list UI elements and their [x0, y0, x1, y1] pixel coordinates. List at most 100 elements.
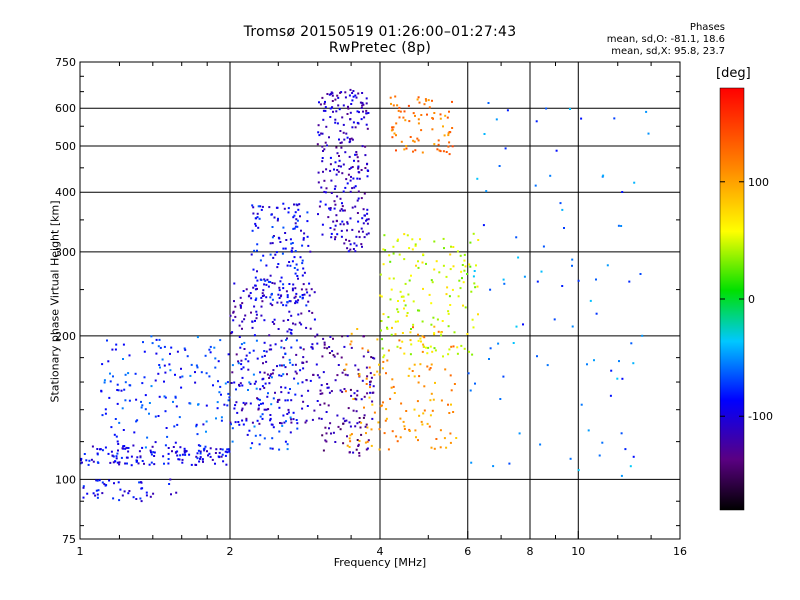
data-point [230, 332, 233, 335]
data-point [363, 335, 365, 338]
data-point [545, 107, 548, 110]
data-point [143, 376, 146, 379]
data-point [346, 221, 349, 224]
data-point [248, 429, 251, 432]
data-point [352, 95, 355, 98]
data-point [351, 228, 354, 231]
data-point [506, 109, 509, 112]
data-point [176, 454, 179, 457]
data-point [373, 357, 376, 360]
data-point [433, 240, 436, 243]
data-point [357, 167, 360, 170]
data-point [408, 430, 411, 432]
data-point [202, 423, 205, 426]
data-point [349, 243, 352, 246]
data-point [386, 359, 389, 362]
data-point [367, 232, 370, 235]
data-point [291, 289, 294, 292]
data-point [345, 363, 348, 366]
data-point [339, 209, 342, 212]
data-point [195, 364, 198, 367]
data-point [114, 348, 117, 351]
data-point [247, 368, 250, 371]
data-point [280, 294, 283, 297]
data-point [365, 377, 368, 380]
data-point [365, 366, 368, 369]
data-point [292, 227, 295, 230]
data-point [464, 306, 467, 309]
data-point [361, 145, 364, 148]
data-point [209, 447, 212, 450]
data-point [463, 253, 466, 256]
data-point [419, 363, 422, 366]
data-point [252, 212, 255, 215]
data-point [344, 373, 347, 376]
data-point [571, 264, 573, 267]
y-axis-label: Stationary phase Virtual Height [km] [48, 200, 62, 403]
data-point [396, 345, 399, 348]
data-point [97, 489, 100, 492]
data-point [300, 288, 303, 291]
data-point [273, 322, 276, 325]
data-point [251, 204, 254, 207]
data-point [341, 202, 343, 205]
data-point [86, 492, 89, 495]
data-point [437, 139, 440, 142]
data-point [301, 407, 304, 410]
data-point [330, 390, 333, 393]
data-point [397, 109, 400, 112]
data-point [589, 299, 592, 302]
data-point [408, 120, 411, 123]
data-point [253, 249, 256, 252]
data-point [409, 339, 412, 342]
data-point [448, 141, 451, 144]
data-point [297, 313, 300, 316]
data-point [447, 134, 450, 137]
data-point [460, 344, 463, 347]
data-point [328, 207, 331, 210]
data-point [549, 174, 552, 177]
data-point [420, 114, 423, 116]
data-point [423, 409, 426, 412]
data-point [451, 100, 453, 103]
data-point [633, 181, 636, 184]
data-point [296, 427, 299, 430]
data-point [302, 348, 305, 351]
data-point [220, 455, 223, 458]
data-point [429, 414, 432, 417]
data-point [279, 422, 281, 424]
data-point [179, 446, 182, 449]
data-point [184, 453, 187, 456]
data-point [302, 400, 305, 403]
data-point [123, 490, 126, 493]
data-point [138, 481, 141, 484]
data-point [118, 499, 121, 502]
data-point [403, 307, 405, 310]
data-point [231, 440, 234, 443]
data-point [356, 328, 359, 330]
data-point [401, 340, 404, 343]
data-point [417, 333, 419, 336]
data-point [429, 367, 432, 369]
data-point [96, 461, 99, 464]
data-point [390, 129, 393, 132]
data-point [101, 449, 104, 452]
data-point [203, 447, 206, 450]
data-point [299, 346, 302, 349]
data-point [363, 395, 366, 398]
data-point [145, 491, 148, 494]
data-point [417, 260, 419, 263]
data-point [647, 132, 650, 135]
data-point [158, 395, 161, 398]
data-point [271, 372, 274, 375]
data-point [354, 250, 357, 253]
data-point [163, 345, 166, 348]
data-point [371, 400, 374, 403]
data-point [278, 398, 281, 401]
data-point [333, 228, 336, 231]
data-point [391, 326, 393, 329]
data-point [257, 408, 260, 411]
data-point [498, 165, 501, 167]
data-point [195, 425, 198, 428]
data-point [254, 380, 257, 383]
